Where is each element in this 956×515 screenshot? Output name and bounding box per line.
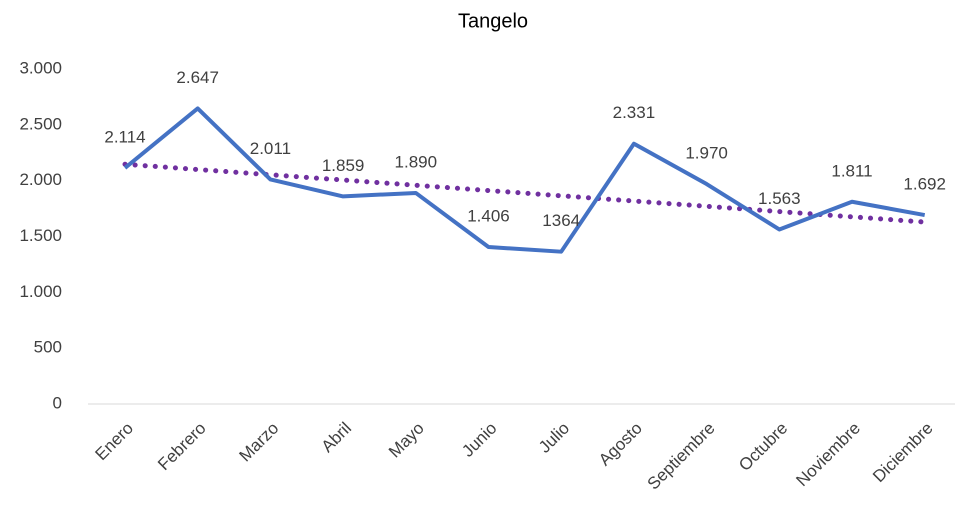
x-tick-label: Marzo [236, 419, 283, 466]
data-label: 1.859 [322, 156, 365, 175]
x-tick-label: Junio [458, 419, 500, 461]
y-tick-label: 2.500 [19, 114, 62, 133]
y-tick-label: 3.000 [19, 58, 62, 77]
x-tick-label: Noviembre [792, 419, 864, 491]
y-tick-label: 2.000 [19, 170, 62, 189]
data-label: 1.406 [467, 206, 510, 225]
data-label: 1.811 [831, 161, 872, 180]
data-label: 1.970 [685, 144, 728, 163]
x-tick-label: Agosto [595, 419, 646, 470]
x-tick-label: Diciembre [869, 419, 937, 487]
x-tick-label: Septiembre [644, 419, 719, 494]
x-tick-label: Julio [535, 419, 573, 457]
trendline [122, 161, 928, 225]
data-label: 2.011 [250, 139, 291, 158]
data-label: 2.114 [104, 127, 145, 146]
data-label: 2.331 [613, 103, 656, 122]
x-tick-label: Enero [91, 419, 137, 465]
data-label: 1.692 [903, 175, 946, 194]
x-tick-label: Febrero [154, 419, 210, 475]
x-tick-label: Abril [318, 419, 355, 456]
line-series [123, 106, 926, 254]
x-tick-label: Mayo [385, 419, 428, 462]
data-label: 2.647 [176, 68, 219, 87]
y-tick-label: 0 [53, 393, 62, 412]
data-label: 1.563 [758, 189, 801, 208]
data-label: 1.890 [395, 152, 438, 171]
x-tick-label: Octubre [735, 419, 791, 475]
y-tick-label: 1.500 [19, 226, 62, 245]
data-label: 1364 [542, 211, 580, 230]
y-tick-label: 500 [34, 338, 62, 357]
chart-title: Tangelo [458, 10, 528, 32]
y-tick-label: 1.000 [19, 282, 62, 301]
